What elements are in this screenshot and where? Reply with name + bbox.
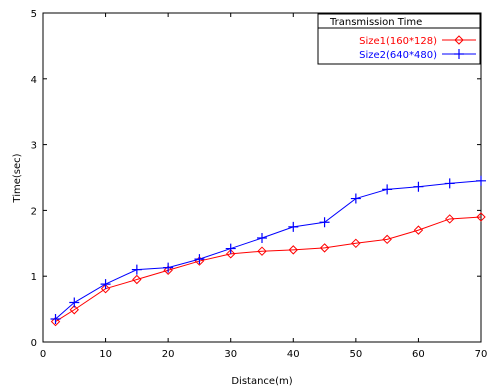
- axis-ticks: 0 10 20 30 40 50 60 70 0 1 2 3 4 5: [31, 9, 488, 360]
- series-2-point: [319, 217, 330, 228]
- series-1-point: [351, 238, 361, 249]
- series-1-line: [55, 216, 482, 323]
- series-2-point: [194, 254, 205, 265]
- series-1-point: [132, 274, 142, 285]
- legend-label-1: Size1(160*128): [359, 36, 437, 47]
- series-2-point: [163, 262, 174, 273]
- series-1-point: [100, 283, 111, 294]
- legend-title: Transmission Time: [329, 17, 422, 28]
- series-2-point: [69, 297, 80, 308]
- y-axis-label: Time(sec): [12, 153, 23, 203]
- series-2-point: [382, 184, 393, 195]
- y-tick-label: 4: [31, 75, 37, 86]
- legend-marker-1: [454, 35, 464, 45]
- x-tick-label: 30: [224, 349, 237, 360]
- series-1-point: [288, 245, 298, 255]
- series-2: [50, 175, 486, 324]
- series-2-point: [288, 221, 299, 232]
- series-2-point: [476, 175, 486, 186]
- x-tick-label: 70: [475, 349, 488, 360]
- legend-label-2: Size2(640*480): [359, 50, 437, 61]
- series-layer: [50, 175, 486, 327]
- series-1-point: [69, 305, 79, 315]
- x-axis-label: Distance(m): [231, 376, 292, 387]
- series-1-point: [226, 249, 236, 259]
- series-1-point: [382, 234, 392, 245]
- series-2-point: [131, 264, 142, 275]
- series-1-point: [445, 214, 455, 224]
- series-1-point: [476, 212, 486, 222]
- series-1-point: [257, 246, 267, 256]
- series-2-point: [444, 178, 455, 189]
- series-2-point: [225, 243, 236, 254]
- legend-marker-2: [454, 49, 464, 59]
- legend: Transmission Time Size1(160*128) Size2(64…: [317, 13, 481, 65]
- x-tick-label: 10: [99, 349, 112, 360]
- series-2-point: [50, 313, 61, 324]
- x-tick-label: 50: [349, 349, 362, 360]
- series-2-line: [55, 180, 482, 320]
- y-tick-label: 5: [31, 9, 37, 20]
- series-1-point: [50, 316, 61, 327]
- x-tick-label: 0: [40, 349, 46, 360]
- x-tick-label: 20: [162, 349, 175, 360]
- legend-box: [317, 13, 481, 65]
- series-1-point: [163, 265, 173, 275]
- y-tick-label: 3: [31, 141, 37, 152]
- series-2-point: [350, 193, 361, 204]
- series-1-point: [413, 225, 424, 235]
- series-2-point: [100, 279, 111, 290]
- y-tick-label: 1: [31, 272, 37, 283]
- x-tick-label: 40: [287, 349, 300, 360]
- legend-entries: Size1(160*128) Size2(640*480): [359, 35, 476, 61]
- y-tick-label: 0: [31, 338, 37, 349]
- series-1-point: [319, 243, 330, 253]
- y-tick-label: 2: [31, 206, 37, 217]
- series-1: [50, 212, 486, 327]
- series-2-point: [257, 233, 267, 244]
- series-2-point: [413, 181, 424, 192]
- x-tick-label: 60: [412, 349, 425, 360]
